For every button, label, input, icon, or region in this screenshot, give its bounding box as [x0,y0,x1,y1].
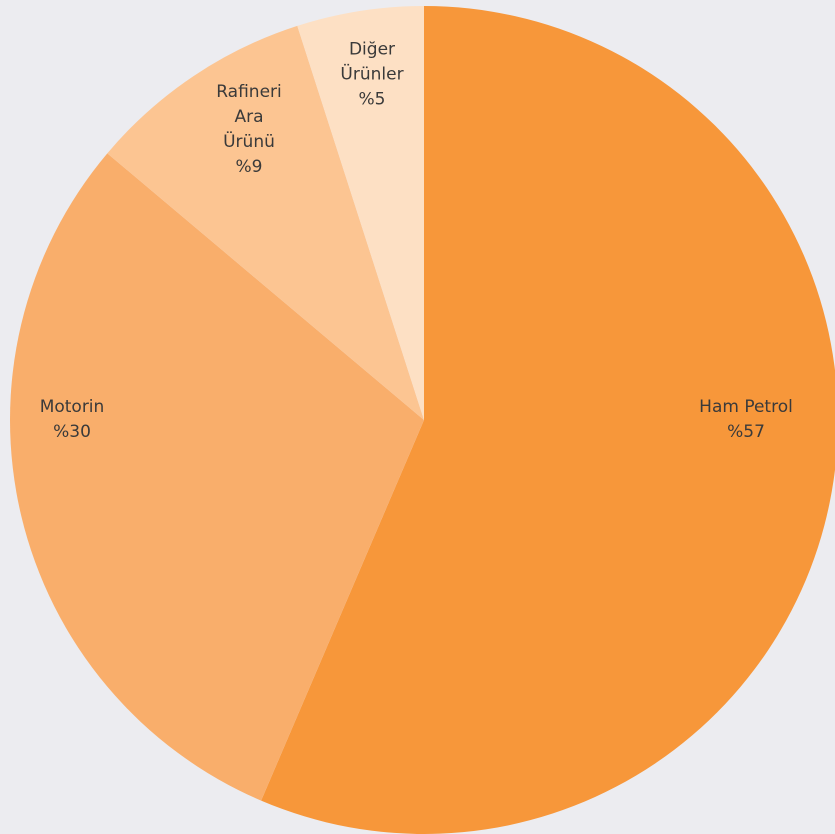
value-label: %9 [235,157,263,177]
slice-label: Rafineri Ara Ürünü %9 [214,80,284,180]
value-label: %30 [53,422,91,442]
pie-slice [297,6,424,420]
pie-slice [261,6,835,834]
category-name: Ham Petrol [699,397,793,417]
slice-label: Diğer Ürünler %5 [332,38,412,113]
category-name: Motorin [39,397,105,417]
category-name: Rafineri Ara Ürünü [216,82,282,152]
category-name: Diğer Ürünler [340,39,404,85]
pie-slice [9,153,425,801]
value-label: %57 [727,422,765,442]
value-label: %5 [358,89,386,110]
slice-label: Ham Petrol %57 [666,395,826,445]
slice-label: Motorin %30 [12,395,132,445]
pie-slice [107,25,424,420]
